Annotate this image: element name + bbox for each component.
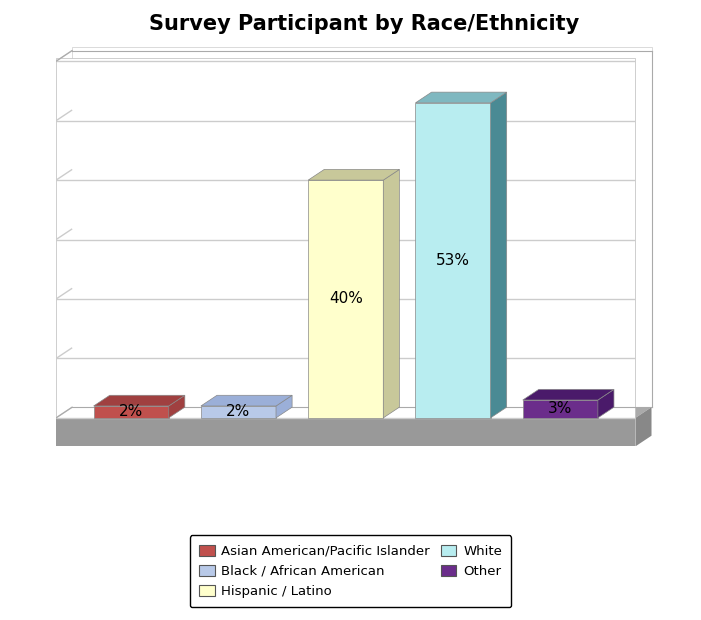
Polygon shape [56,58,635,418]
Text: 2%: 2% [119,404,143,419]
Polygon shape [491,92,507,418]
Polygon shape [635,407,651,446]
Text: 2%: 2% [226,404,250,419]
Polygon shape [56,407,651,418]
Bar [201,406,276,418]
Polygon shape [416,92,507,103]
Text: 40%: 40% [329,291,362,306]
Text: 3%: 3% [548,402,573,417]
Bar [523,400,598,418]
Polygon shape [523,389,614,400]
Bar [94,406,169,418]
Polygon shape [383,169,400,418]
Bar [416,103,491,418]
Title: Survey Participant by Race/Ethnicity: Survey Participant by Race/Ethnicity [149,14,580,33]
Polygon shape [56,418,635,446]
Polygon shape [598,389,614,418]
Text: 53%: 53% [436,253,470,268]
Polygon shape [308,169,400,180]
Polygon shape [94,396,185,406]
Polygon shape [72,47,651,407]
Polygon shape [169,396,185,418]
Polygon shape [276,396,292,418]
Legend: Asian American/Pacific Islander, Black / African American, Hispanic / Latino, Wh: Asian American/Pacific Islander, Black /… [190,535,511,607]
Bar [308,180,383,418]
Polygon shape [201,396,292,406]
